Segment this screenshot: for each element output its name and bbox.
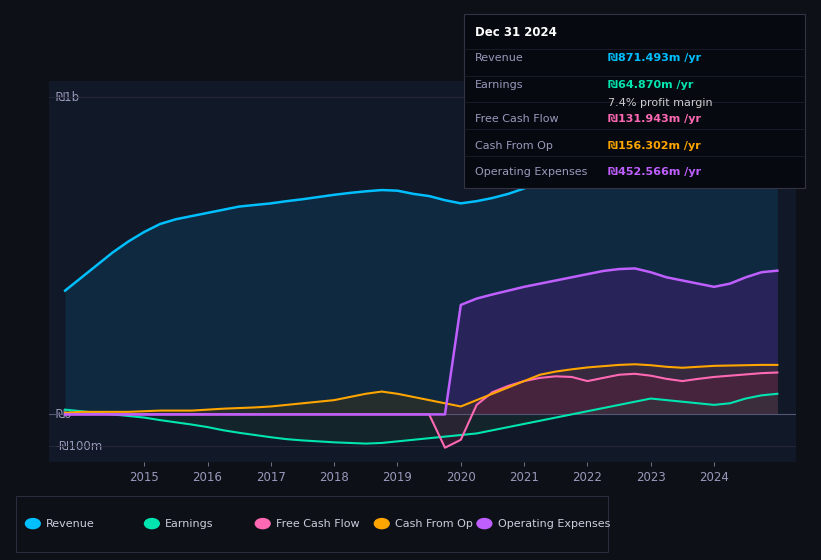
Text: Earnings: Earnings [475, 80, 523, 90]
Text: Revenue: Revenue [46, 519, 94, 529]
Text: ₪1b: ₪1b [56, 91, 80, 104]
Text: Operating Expenses: Operating Expenses [498, 519, 610, 529]
Text: ₪452.566m /yr: ₪452.566m /yr [608, 167, 700, 178]
Text: Operating Expenses: Operating Expenses [475, 167, 587, 178]
Text: ₪156.302m /yr: ₪156.302m /yr [608, 141, 700, 151]
Text: Cash From Op: Cash From Op [475, 141, 553, 151]
Text: ₪131.943m /yr: ₪131.943m /yr [608, 114, 700, 124]
Text: -₪100m: -₪100m [56, 440, 103, 452]
Text: Free Cash Flow: Free Cash Flow [276, 519, 360, 529]
Text: Cash From Op: Cash From Op [395, 519, 473, 529]
Text: Dec 31 2024: Dec 31 2024 [475, 26, 557, 39]
Text: Earnings: Earnings [165, 519, 213, 529]
Text: ₪64.870m /yr: ₪64.870m /yr [608, 80, 693, 90]
Text: Free Cash Flow: Free Cash Flow [475, 114, 558, 124]
Text: 7.4% profit margin: 7.4% profit margin [608, 98, 712, 108]
Text: Revenue: Revenue [475, 53, 523, 63]
Text: ₪0: ₪0 [56, 408, 72, 421]
Text: ₪871.493m /yr: ₪871.493m /yr [608, 53, 700, 63]
